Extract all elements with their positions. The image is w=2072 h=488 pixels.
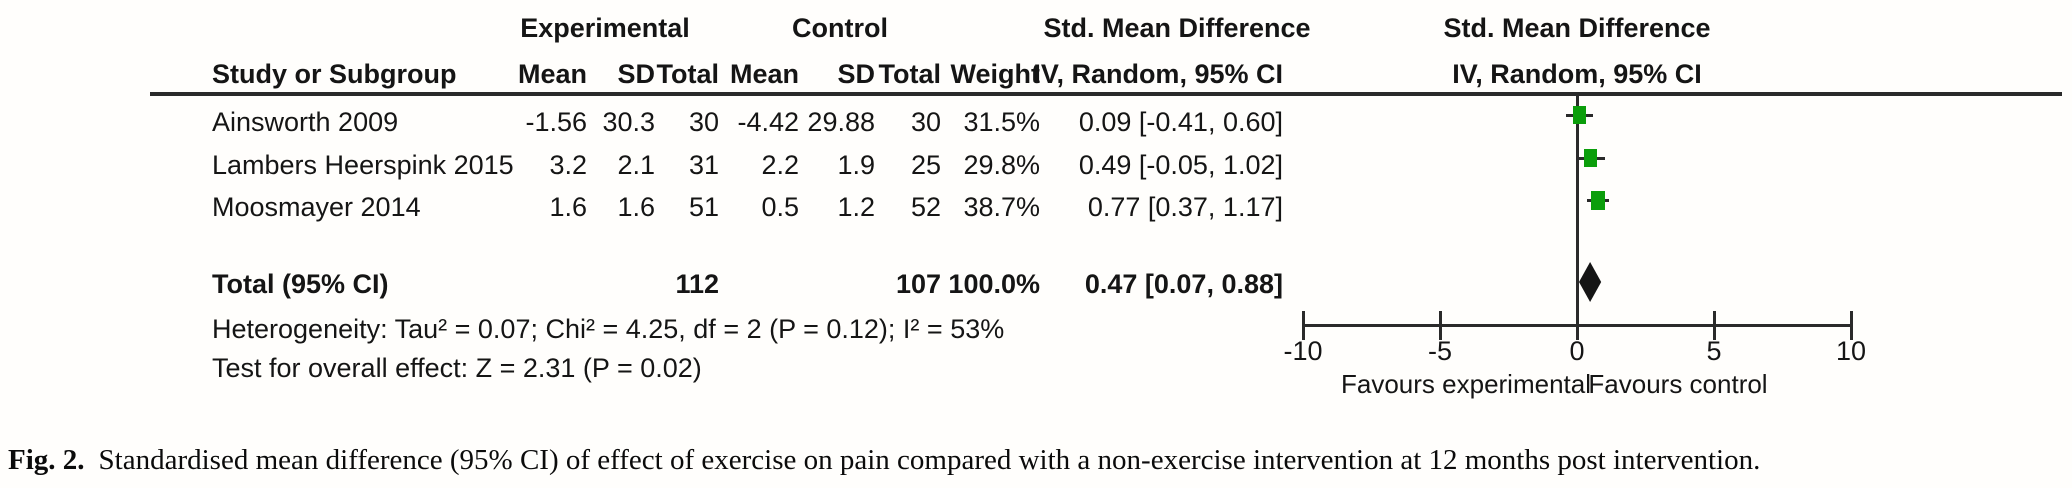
study-cell-mean_c: 0.5 bbox=[761, 192, 799, 222]
col-header-mean-exp: Mean bbox=[517, 59, 587, 89]
study-cell-mean_c: -4.42 bbox=[737, 107, 799, 137]
col-header-total-ctl: Total bbox=[878, 59, 942, 89]
total-ci-text: 0.47 [0.07, 0.88] bbox=[1084, 269, 1283, 299]
study-cell-total_e: 51 bbox=[688, 192, 719, 222]
study-cell-sd_e: 1.6 bbox=[617, 192, 655, 222]
study-cell-sd_e: 2.1 bbox=[617, 150, 655, 180]
study-cell-weight: 31.5% bbox=[963, 107, 1040, 137]
group-header-experimental: Experimental bbox=[520, 13, 690, 43]
overall-effect-line: Test for overall effect: Z = 2.31 (P = 0… bbox=[212, 353, 702, 383]
forest-square-marker bbox=[1583, 149, 1597, 167]
col-header-mean-ctl: Mean bbox=[729, 59, 799, 89]
study-cell-total_c: 52 bbox=[910, 192, 941, 222]
zero-line bbox=[1575, 96, 1579, 340]
study-cell-mean_e: 3.2 bbox=[549, 150, 587, 180]
favours-experimental-label: Favours experimental bbox=[1341, 369, 1591, 399]
total-n-control: 107 bbox=[895, 269, 941, 299]
study-cell-weight: 38.7% bbox=[963, 192, 1040, 222]
col-header-study: Study or Subgroup bbox=[212, 59, 457, 89]
study-cell-sd_c: 1.2 bbox=[837, 192, 875, 222]
axis-tick-label: 10 bbox=[1835, 336, 1867, 366]
axis-tick-label: 0 bbox=[1569, 336, 1585, 366]
total-n-experimental: 112 bbox=[675, 269, 719, 299]
caption-label: Fig. 2. bbox=[8, 444, 85, 476]
axis-tick-label: -5 bbox=[1427, 336, 1452, 366]
caption-text: Standardised mean difference (95% CI) of… bbox=[98, 444, 1761, 476]
study-cell-name: Ainsworth 2009 bbox=[212, 107, 399, 137]
total-row-label: Total (95% CI) bbox=[212, 269, 389, 299]
axis-tick-label: 5 bbox=[1706, 336, 1722, 366]
study-cell-mean_c: 2.2 bbox=[761, 150, 799, 180]
axis-tick bbox=[1575, 311, 1579, 340]
study-cell-sd_c: 29.88 bbox=[807, 107, 875, 137]
study-cell-name: Lambers Heerspink 2015 bbox=[212, 150, 514, 180]
col-header-iv-left: IV, Random, 95% CI bbox=[1033, 59, 1283, 89]
forest-square-marker bbox=[1572, 106, 1586, 124]
figure-caption: Fig. 2. Standardised mean difference (95%… bbox=[8, 441, 2066, 479]
forest-square-marker bbox=[1591, 190, 1606, 210]
heterogeneity-line: Heterogeneity: Tau² = 0.07; Chi² = 4.25,… bbox=[212, 314, 1005, 344]
study-cell-name: Moosmayer 2014 bbox=[212, 192, 421, 222]
col-header-total-exp: Total bbox=[656, 59, 720, 89]
axis-tick bbox=[1849, 311, 1853, 340]
col-header-sd-ctl: SD bbox=[837, 59, 875, 89]
study-cell-mean_e: -1.56 bbox=[525, 107, 587, 137]
col-header-weight: Weight bbox=[950, 59, 1041, 89]
study-cell-mean_e: 1.6 bbox=[549, 192, 587, 222]
total-diamond-shape bbox=[1578, 262, 1602, 302]
study-cell-ci_text: 0.09 [-0.41, 0.60] bbox=[1078, 107, 1283, 137]
study-cell-sd_e: 30.3 bbox=[602, 107, 655, 137]
group-header-smd-right: Std. Mean Difference bbox=[1443, 13, 1711, 43]
axis-tick bbox=[1438, 311, 1442, 340]
total-diamond bbox=[1578, 262, 1602, 302]
favours-control-label: Favours control bbox=[1588, 369, 1768, 399]
axis-tick-label: -10 bbox=[1283, 336, 1323, 366]
study-cell-total_c: 25 bbox=[910, 150, 941, 180]
study-cell-weight: 29.8% bbox=[963, 150, 1040, 180]
group-header-control: Control bbox=[792, 13, 888, 43]
header-rule bbox=[150, 92, 2062, 96]
study-cell-total_c: 30 bbox=[910, 107, 941, 137]
study-cell-total_e: 31 bbox=[688, 150, 719, 180]
axis-tick bbox=[1301, 311, 1305, 340]
total-weight: 100.0% bbox=[948, 269, 1040, 299]
study-cell-total_e: 30 bbox=[688, 107, 719, 137]
col-header-iv-right: IV, Random, 95% CI bbox=[1452, 59, 1702, 89]
axis-tick bbox=[1712, 311, 1716, 340]
study-cell-ci_text: 0.77 [0.37, 1.17] bbox=[1087, 192, 1283, 222]
group-header-smd-left: Std. Mean Difference bbox=[1043, 13, 1311, 43]
study-cell-sd_c: 1.9 bbox=[837, 150, 875, 180]
col-header-sd-exp: SD bbox=[617, 59, 655, 89]
study-cell-ci_text: 0.49 [-0.05, 1.02] bbox=[1078, 150, 1283, 180]
